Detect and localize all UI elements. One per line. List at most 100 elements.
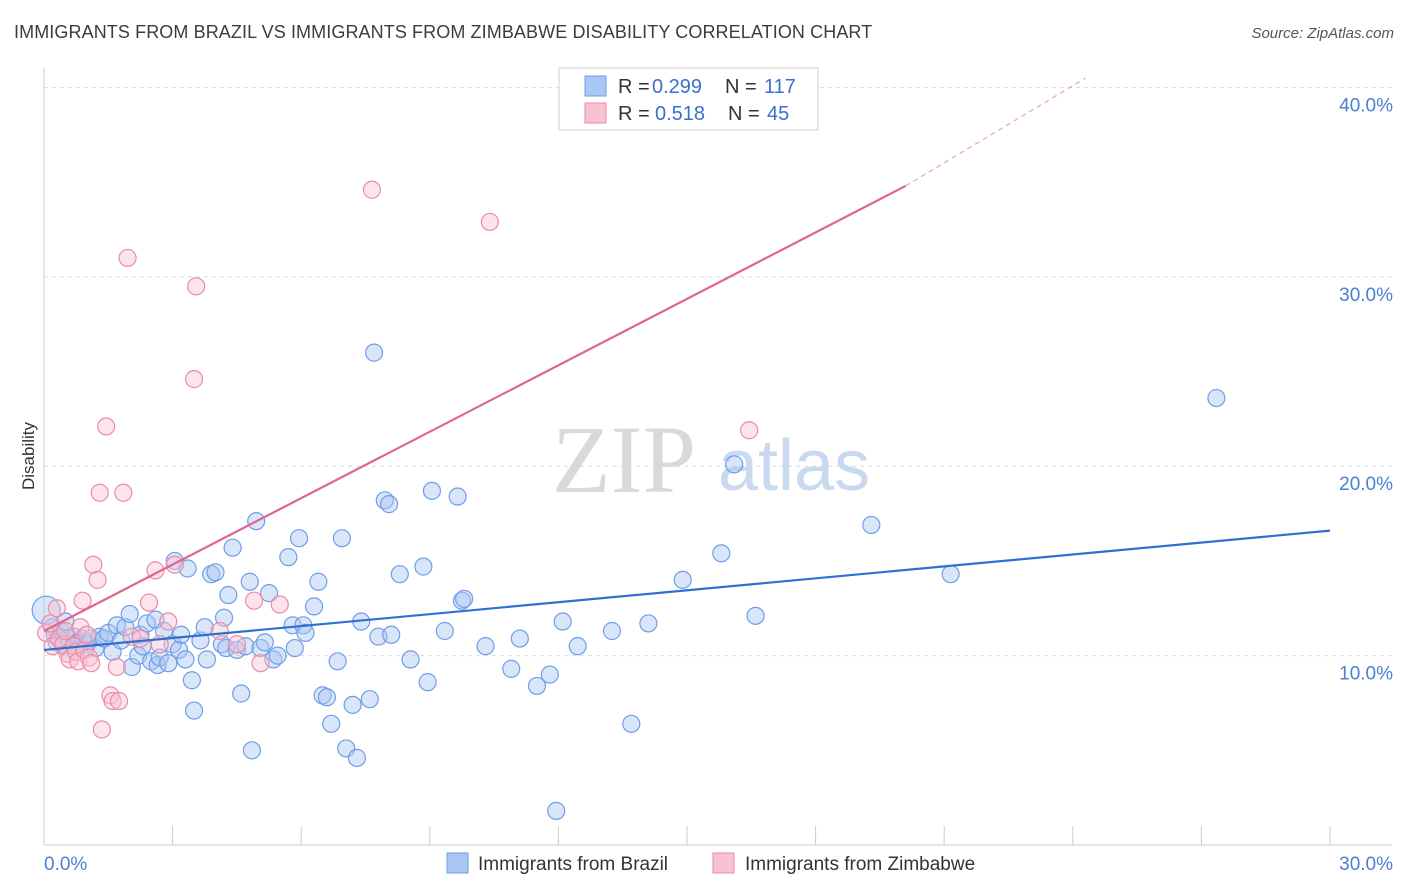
bottom-legend-swatch-zimbabwe bbox=[712, 852, 735, 874]
legend-r-label-zimbabwe: R = bbox=[618, 103, 650, 125]
data-point bbox=[328, 652, 347, 671]
data-point bbox=[602, 621, 622, 641]
data-point bbox=[304, 597, 324, 616]
data-point bbox=[862, 515, 881, 535]
data-point bbox=[309, 572, 328, 591]
y-tick-label-3: 40.0% bbox=[1339, 95, 1393, 116]
legend-r-label-brazil: R = bbox=[618, 76, 650, 98]
data-point bbox=[103, 691, 122, 711]
data-point bbox=[56, 621, 75, 641]
data-point bbox=[360, 690, 379, 709]
trend-line-0 bbox=[43, 529, 1331, 652]
data-point bbox=[553, 612, 572, 631]
data-point bbox=[259, 584, 279, 603]
data-point bbox=[540, 665, 559, 684]
data-point bbox=[219, 585, 238, 605]
legend-n-label-zimbabwe: N = bbox=[728, 103, 760, 125]
data-point bbox=[712, 544, 731, 563]
data-point bbox=[448, 487, 467, 506]
y-tick-label-0: 10.0% bbox=[1339, 664, 1393, 685]
watermark: ZIP atlas bbox=[552, 406, 870, 513]
data-point bbox=[122, 657, 141, 677]
data-point bbox=[240, 572, 259, 591]
data-point bbox=[422, 481, 442, 500]
bottom-legend-label-brazil: Immigrants from Brazil bbox=[478, 854, 668, 875]
data-point bbox=[118, 248, 137, 268]
data-points bbox=[31, 180, 1226, 821]
data-point bbox=[480, 212, 499, 232]
data-point bbox=[418, 673, 437, 692]
data-point bbox=[255, 633, 274, 652]
bottom-legend-swatch-brazil bbox=[446, 852, 469, 874]
data-point bbox=[317, 688, 337, 707]
data-point bbox=[639, 614, 658, 633]
grid bbox=[44, 86, 1392, 657]
data-point bbox=[227, 635, 246, 654]
data-point bbox=[92, 720, 111, 739]
data-point bbox=[184, 370, 204, 389]
data-point bbox=[673, 570, 692, 589]
data-point bbox=[476, 637, 495, 656]
data-point bbox=[270, 595, 289, 614]
data-point bbox=[379, 495, 399, 514]
data-point bbox=[454, 589, 474, 608]
data-point bbox=[343, 695, 362, 714]
watermark-zip: ZIP bbox=[552, 406, 696, 513]
data-point bbox=[941, 565, 960, 584]
data-point bbox=[242, 741, 262, 760]
data-point bbox=[568, 637, 587, 656]
data-point bbox=[120, 604, 139, 624]
data-point bbox=[47, 599, 66, 618]
data-point bbox=[109, 691, 129, 711]
data-point bbox=[184, 701, 204, 720]
tick-labels: 10.0% 20.0% 30.0% 40.0% 0.0% 30.0% bbox=[44, 95, 1393, 875]
data-point bbox=[362, 180, 382, 199]
series-legend: Immigrants from Brazil Immigrants from Z… bbox=[446, 852, 975, 875]
y-axis-label: Disability bbox=[19, 421, 38, 490]
data-point bbox=[510, 629, 529, 648]
data-point bbox=[268, 646, 287, 665]
data-point bbox=[746, 606, 765, 625]
data-point bbox=[244, 591, 264, 610]
data-point bbox=[88, 570, 107, 589]
data-point bbox=[527, 676, 547, 696]
data-point bbox=[77, 625, 96, 644]
data-point bbox=[107, 657, 126, 677]
x-tick-label-1: 30.0% bbox=[1339, 854, 1393, 875]
data-point bbox=[131, 629, 150, 648]
data-point bbox=[382, 625, 401, 644]
data-point bbox=[740, 421, 759, 440]
data-point bbox=[285, 638, 304, 658]
data-point bbox=[414, 557, 433, 576]
y-tick-label-1: 20.0% bbox=[1339, 474, 1393, 495]
data-point bbox=[289, 529, 309, 548]
data-point bbox=[187, 277, 206, 296]
data-point bbox=[725, 455, 744, 474]
stats-legend: R = 0.299 N = 117 R = 0.518 N = 45 bbox=[558, 67, 819, 131]
data-point bbox=[1207, 388, 1226, 408]
data-point bbox=[73, 591, 92, 610]
data-point bbox=[172, 625, 191, 644]
data-point bbox=[97, 417, 116, 436]
data-point bbox=[502, 659, 521, 678]
x-tick-label-0: 0.0% bbox=[44, 854, 87, 875]
data-point bbox=[176, 650, 195, 669]
legend-r-value-zimbabwe: 0.518 bbox=[655, 103, 705, 125]
data-point bbox=[137, 614, 156, 633]
data-point bbox=[159, 612, 178, 631]
legend-r-value-brazil: 0.299 bbox=[652, 76, 702, 98]
legend-swatch-brazil bbox=[584, 75, 607, 97]
data-point bbox=[223, 538, 242, 557]
data-point bbox=[210, 621, 229, 641]
data-point bbox=[232, 684, 251, 703]
data-point bbox=[296, 623, 315, 642]
legend-n-value-brazil: 117 bbox=[764, 76, 796, 98]
data-point bbox=[195, 618, 214, 637]
data-point bbox=[165, 555, 184, 574]
data-point bbox=[182, 671, 201, 690]
trend-line-1 bbox=[43, 184, 907, 632]
axes bbox=[43, 68, 1392, 846]
chart-title: IMMIGRANTS FROM BRAZIL VS IMMIGRANTS FRO… bbox=[14, 22, 873, 42]
data-point bbox=[169, 640, 189, 660]
